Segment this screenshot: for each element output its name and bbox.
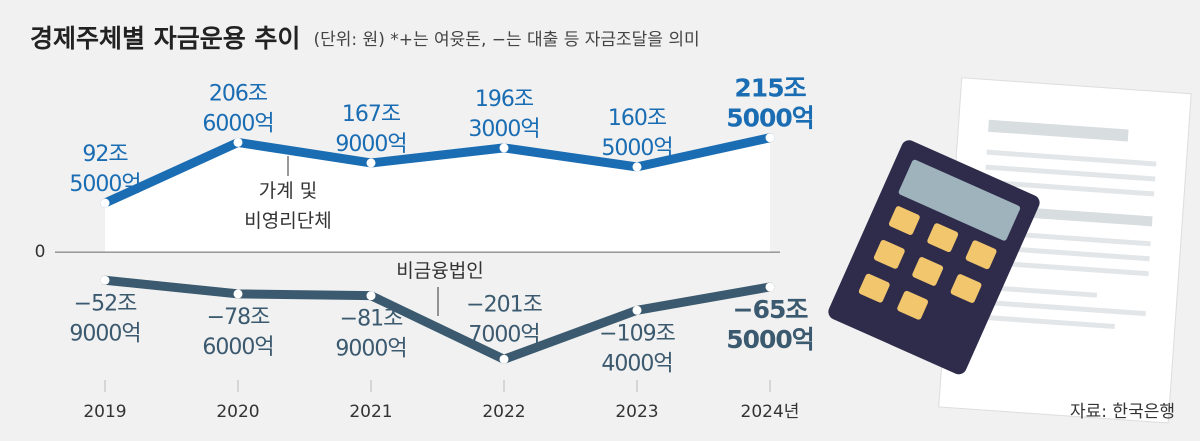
- paper: [938, 77, 1192, 424]
- value-label: −201조 7000억: [466, 292, 542, 347]
- data-point: [765, 133, 775, 143]
- value-label: 215조 5000억: [726, 74, 814, 133]
- value-label: 92조 5000억: [69, 142, 140, 197]
- value-label: −109조 4000억: [599, 321, 675, 376]
- value-label: −52조 9000억: [69, 291, 140, 346]
- data-point: [233, 137, 243, 147]
- x-tick-label: 2021: [349, 402, 392, 422]
- data-point: [499, 354, 509, 364]
- value-label: 160조 5000억: [601, 106, 672, 161]
- illustration: [828, 77, 1192, 424]
- value-label: −65조 5000억: [726, 295, 814, 354]
- data-point: [366, 291, 376, 301]
- data-point: [100, 198, 110, 208]
- value-label: 206조 6000억: [202, 81, 273, 136]
- x-tick-label: 2019: [83, 402, 126, 422]
- data-point: [100, 275, 110, 285]
- data-point: [765, 282, 775, 292]
- data-point: [499, 143, 509, 153]
- chart-title: 경제주체별 자금운용 추이: [30, 24, 300, 53]
- series-line: [100, 275, 775, 364]
- value-label: −78조 6000억: [202, 305, 273, 360]
- series-label: 비금융법인: [396, 260, 483, 282]
- x-tick-label: 2023: [615, 402, 658, 422]
- value-label: 196조 3000억: [468, 87, 539, 142]
- calculator: [828, 140, 1040, 375]
- data-point: [366, 158, 376, 168]
- x-tick-label: 2022: [482, 402, 525, 422]
- value-label: 167조 9000억: [335, 102, 406, 157]
- series-line: [100, 133, 775, 208]
- x-tick-label: 2024년: [741, 402, 800, 422]
- data-point: [632, 162, 642, 172]
- x-tick-label: 2020: [216, 402, 259, 422]
- value-label: −81조 9000억: [335, 307, 406, 362]
- data-point: [233, 289, 243, 299]
- chart-subtitle: (단위: 원) *+는 여윳돈, −는 대출 등 자금조달을 의미: [314, 30, 700, 50]
- source: 자료: 한국은행: [1070, 402, 1175, 422]
- series-label: 가계 및 비영리단체: [244, 180, 331, 232]
- title-row: 경제주체별 자금운용 추이 (단위: 원) *+는 여윳돈, −는 대출 등 자…: [30, 24, 700, 53]
- data-point: [632, 305, 642, 315]
- y-tick-label: 0: [35, 242, 46, 262]
